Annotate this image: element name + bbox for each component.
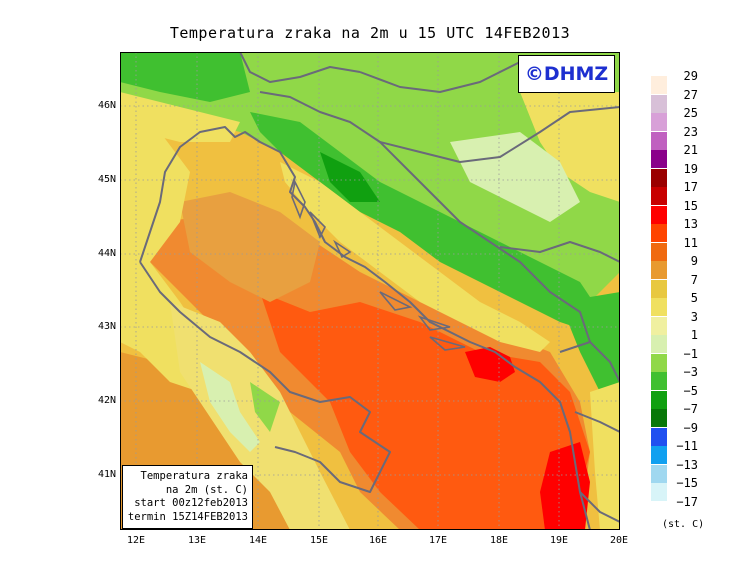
legend-swatch bbox=[651, 483, 667, 501]
legend-label: −5 bbox=[683, 383, 698, 398]
legend-label: 25 bbox=[683, 106, 698, 120]
lon-tick-13e: 13E bbox=[187, 535, 207, 546]
legend-label: −9 bbox=[683, 420, 698, 435]
legend-swatch bbox=[651, 446, 667, 464]
lat-tick-44n: 44N bbox=[97, 248, 116, 259]
legend-label: −15 bbox=[676, 476, 698, 490]
lon-tick-15e: 15E bbox=[309, 535, 329, 546]
legend-label: −13 bbox=[676, 457, 698, 472]
legend-swatch bbox=[651, 372, 667, 390]
legend-swatch bbox=[651, 464, 667, 483]
coastlines bbox=[139, 52, 620, 530]
legend-label: 5 bbox=[690, 291, 698, 305]
info-box: Temperatura zraka na 2m (st. C) start 00… bbox=[122, 465, 253, 529]
coast-yellow-band bbox=[280, 162, 550, 352]
east-yellow bbox=[590, 382, 620, 530]
legend-label: 7 bbox=[690, 272, 698, 287]
italy-green-pockets bbox=[200, 362, 260, 452]
hot-spot-montenegro bbox=[465, 347, 515, 382]
lon-tick-16e: 16E bbox=[368, 535, 388, 546]
lon-tick-12e: 12E bbox=[126, 535, 146, 546]
north-darkest-green bbox=[320, 152, 380, 202]
dhmz-logo: ©DHMZ bbox=[518, 55, 615, 93]
legend-swatch bbox=[651, 390, 667, 409]
legend-label: 3 bbox=[690, 309, 698, 324]
islands bbox=[291, 179, 466, 351]
legend-label: 29 bbox=[683, 69, 698, 83]
legend-label: 13 bbox=[683, 217, 698, 231]
legend-swatch bbox=[651, 168, 667, 187]
legend-label: −7 bbox=[683, 402, 698, 416]
lon-tick-14e: 14E bbox=[248, 535, 268, 546]
legend-label: −11 bbox=[676, 439, 698, 453]
legend-swatch bbox=[651, 353, 667, 372]
legend-swatch bbox=[651, 76, 667, 94]
lat-tick-42n: 42N bbox=[97, 395, 116, 406]
legend-label: −1 bbox=[683, 346, 698, 361]
map-frame bbox=[120, 52, 620, 530]
legend-swatch bbox=[651, 501, 667, 520]
lat-tick-41n: 41N bbox=[97, 469, 116, 480]
sea-deep-orange bbox=[260, 292, 590, 530]
north-lightgreen-east bbox=[450, 132, 580, 222]
lat-tick-46n: 46N bbox=[97, 100, 116, 111]
legend-swatch bbox=[651, 150, 667, 168]
italy-yellow bbox=[120, 112, 220, 392]
info-line-units: na 2m (st. C) bbox=[165, 483, 248, 496]
legend-swatch bbox=[651, 261, 667, 279]
legend-label: 21 bbox=[683, 143, 698, 157]
legend-swatch bbox=[651, 224, 667, 242]
sea-mid-orange bbox=[180, 192, 320, 302]
legend-label: 15 bbox=[683, 198, 698, 213]
temperature-map bbox=[120, 52, 620, 530]
info-line-termin: termin 15Z14FEB2013 bbox=[127, 510, 248, 523]
legend-label: 19 bbox=[683, 161, 698, 176]
legend-label: 27 bbox=[683, 87, 698, 102]
legend-swatch bbox=[651, 113, 667, 131]
info-line-start: start 00z12feb2013 bbox=[134, 497, 248, 509]
northwest-green bbox=[120, 52, 250, 102]
legend-label: −17 bbox=[676, 494, 698, 509]
legend-swatch bbox=[651, 427, 667, 446]
legend-swatch bbox=[651, 279, 667, 298]
east-green bbox=[560, 292, 620, 412]
graticule bbox=[120, 52, 620, 530]
legend-swatch bbox=[651, 94, 667, 113]
legend-swatch bbox=[651, 205, 667, 224]
legend-label: 11 bbox=[683, 235, 698, 250]
lat-tick-45n: 45N bbox=[97, 174, 116, 185]
italy-green-pockets-2 bbox=[250, 382, 280, 432]
info-line-title: Temperatura zraka bbox=[140, 470, 248, 482]
legend-label: −3 bbox=[683, 365, 698, 379]
legend-label: 9 bbox=[690, 254, 698, 268]
legend-swatch bbox=[651, 298, 667, 316]
legend-swatch bbox=[651, 187, 667, 205]
legend-units: (st. C) bbox=[662, 519, 705, 530]
hot-spot-albania bbox=[540, 442, 590, 530]
legend-label: 1 bbox=[690, 328, 698, 342]
lon-tick-17e: 17E bbox=[428, 535, 448, 546]
lon-tick-18e: 18E bbox=[489, 535, 509, 546]
legend-swatch bbox=[651, 409, 667, 427]
legend-label: 17 bbox=[683, 180, 698, 194]
lon-tick-19e: 19E bbox=[549, 535, 569, 546]
north-yellow-east bbox=[520, 92, 620, 202]
legend-swatch bbox=[651, 131, 667, 150]
lon-tick-20e: 20E bbox=[609, 535, 629, 546]
legend-swatch bbox=[651, 242, 667, 261]
legend-swatch bbox=[651, 335, 667, 353]
legend-label: 23 bbox=[683, 124, 698, 139]
legend-swatch bbox=[651, 316, 667, 335]
map-title: Temperatura zraka na 2m u 15 UTC 14FEB20… bbox=[169, 24, 571, 42]
lat-tick-43n: 43N bbox=[97, 321, 116, 332]
